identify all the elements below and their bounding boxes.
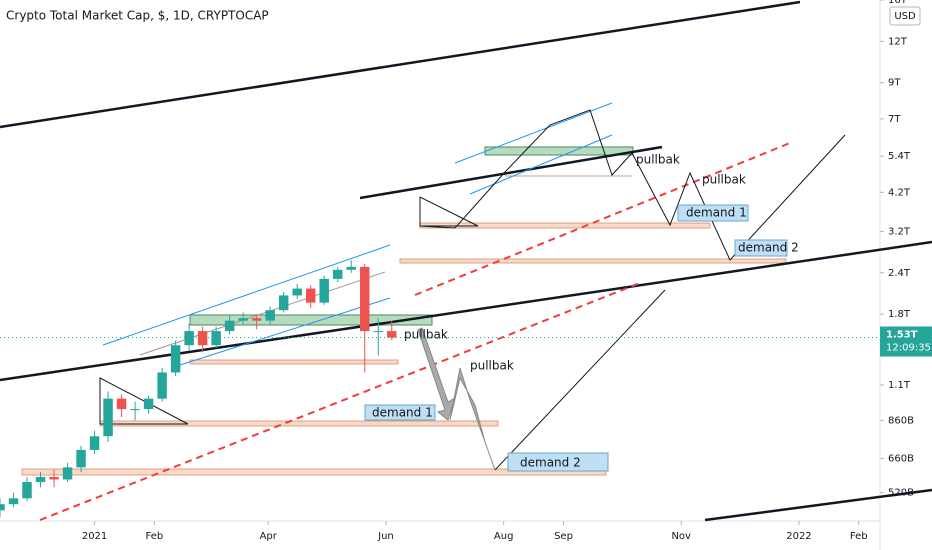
candle-body <box>265 310 275 321</box>
candle-body <box>224 320 235 332</box>
y-axis-label: USD <box>894 11 916 22</box>
annotation: demand 2 <box>520 456 581 470</box>
candle-body <box>373 331 383 333</box>
y-tick-label: 12T <box>888 36 908 47</box>
y-tick-label: 660B <box>888 453 914 464</box>
x-tick-label: Jun <box>377 531 394 542</box>
candle-body <box>22 482 32 499</box>
zone <box>189 359 399 365</box>
candle-body <box>49 476 59 480</box>
y-tick-label: 860B <box>888 415 914 426</box>
y-tick-label: 1.8T <box>888 309 911 320</box>
candle-body <box>292 288 302 296</box>
last-price-box <box>880 326 932 357</box>
candle-body <box>157 372 167 399</box>
currency-box <box>889 6 921 26</box>
projection <box>419 109 846 261</box>
zone <box>21 468 607 476</box>
label-box <box>734 239 788 257</box>
y-tick-label: 7T <box>888 114 901 125</box>
candle-body <box>62 467 73 480</box>
candle-body <box>251 318 262 321</box>
x-tick-label: 2022 <box>786 531 811 542</box>
candle-body <box>170 345 181 373</box>
annotation: pullbak <box>636 153 680 167</box>
x-tick-label: Apr <box>260 531 278 542</box>
candle-body <box>305 288 316 303</box>
candle-body <box>332 269 343 279</box>
candle-body <box>197 331 208 346</box>
triangle <box>419 196 479 227</box>
candle-body <box>130 409 140 411</box>
trend-line <box>359 145 663 200</box>
candle-body <box>8 498 19 505</box>
candle-body <box>0 504 5 511</box>
candle-body <box>360 266 370 332</box>
candle-body <box>76 449 86 468</box>
y-tick-label: 5.4T <box>888 151 911 162</box>
trend-line <box>0 0 801 129</box>
x-tick-label: Aug <box>494 531 514 542</box>
annotation: pullbak <box>470 359 514 373</box>
candle-body <box>116 398 127 410</box>
annotation: demand 1 <box>686 206 747 220</box>
zone <box>189 314 433 326</box>
annotation: demand 1 <box>372 406 433 420</box>
zone <box>484 146 634 156</box>
label-box <box>507 452 609 472</box>
arrow <box>417 327 456 421</box>
annotation: pullbak <box>702 173 746 187</box>
chart-title: Crypto Total Market Cap, $, 1D, CRYPTOCA… <box>6 9 269 23</box>
y-tick-label: 1.1T <box>888 380 911 391</box>
arrow <box>449 367 496 471</box>
trend-line <box>0 240 932 382</box>
last-price-label: 1.53T <box>886 330 918 341</box>
projection <box>494 289 666 471</box>
channel <box>102 244 391 346</box>
channel <box>454 102 613 164</box>
candle-body <box>35 476 46 483</box>
candle-body <box>211 331 221 346</box>
x-tick-label: Feb <box>146 531 164 542</box>
trend-line <box>704 488 932 522</box>
trend-line <box>414 142 791 296</box>
annotation: demand 2 <box>738 241 799 255</box>
y-tick-label: 3.2T <box>888 226 911 237</box>
label-box <box>677 204 749 222</box>
x-tick-label: Sep <box>554 531 573 542</box>
y-tick-label: 16T <box>888 0 908 6</box>
y-tick-label: 4.2T <box>888 187 911 198</box>
x-tick-label: Feb <box>850 531 868 542</box>
x-tick-label: Nov <box>671 531 691 542</box>
candle-body <box>89 436 100 450</box>
label-box <box>364 404 436 421</box>
x-tick-label: 2021 <box>82 531 107 542</box>
candle-body <box>143 398 154 410</box>
annotation: pullbak <box>404 328 448 342</box>
candle-body <box>184 331 194 346</box>
channel <box>179 297 391 366</box>
candle-body <box>238 318 248 321</box>
candle-body <box>319 278 329 303</box>
drawings <box>0 0 932 522</box>
y-tick-label: 9T <box>888 78 901 89</box>
candle-body <box>278 295 289 311</box>
channel <box>139 271 386 356</box>
y-tick-label: 2.4T <box>888 268 911 279</box>
candle-body <box>346 266 356 270</box>
candle-body <box>387 331 397 338</box>
zone <box>399 258 787 264</box>
candle-body <box>103 398 113 437</box>
y-tick-label: 520B <box>888 488 914 499</box>
countdown: 12:09:35 <box>886 343 931 354</box>
